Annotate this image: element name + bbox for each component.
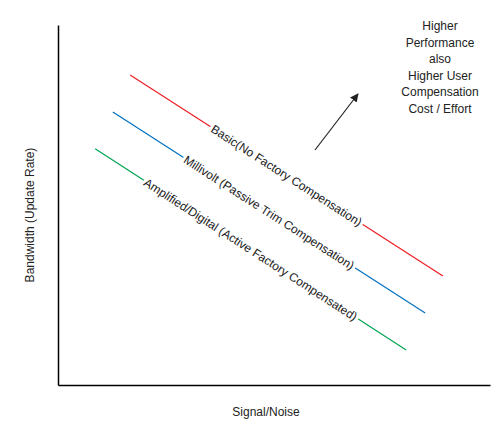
axis-line [59,385,491,387]
x-axis [59,385,491,386]
series-line [113,112,425,313]
annotation-arrow [315,94,358,150]
series-line [95,149,406,350]
y-axis [58,26,59,386]
annotation-line: also [429,52,451,66]
series-label: Basic(No Factory Compensation) [208,122,364,229]
series-line [130,75,443,276]
axis-line [58,26,60,386]
annotation-line: Higher [422,19,457,33]
plot: Basic(No Factory Compensation)Millivolt … [59,26,491,386]
annotation-line: Performance [406,36,475,50]
series-labels: Basic(No Factory Compensation)Millivolt … [141,122,364,324]
y-axis-title: Bandwidth (Update Rate) [23,148,37,283]
chart: Basic(No Factory Compensation)Millivolt … [0,0,500,435]
series-group [95,75,443,350]
annotation-line: Compensation [401,85,478,99]
annotation-line: Higher User [408,69,472,83]
annotation-line: Cost / Effort [408,102,472,116]
annotation: Higher Performance also Higher User Compensa… [401,19,478,116]
x-axis-title: Signal/Noise [232,405,300,419]
series-label: Amplified/Digital (Active Factory Compen… [141,175,360,323]
